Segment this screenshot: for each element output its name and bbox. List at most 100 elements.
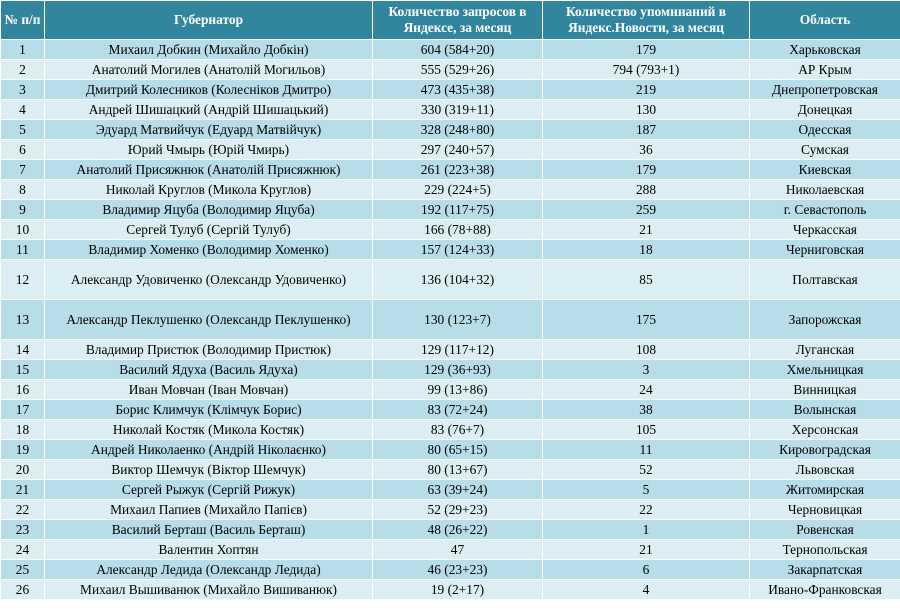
cell-mentions: 175 [542,299,750,340]
cell-num: 12 [0,259,45,300]
header-num: № п/п [0,0,45,40]
cell-num: 15 [0,359,45,380]
cell-num: 17 [0,399,45,420]
cell-num: 16 [0,379,45,400]
cell-queries: 99 (13+86) [372,379,543,400]
cell-mentions: 259 [542,199,750,220]
cell-queries: 83 (76+7) [372,419,543,440]
cell-mentions: 24 [542,379,750,400]
cell-num: 5 [0,119,45,140]
cell-num: 3 [0,79,45,100]
table-row: 16 Иван Мовчан (Іван Мовчан) 99 (13+86) 24 В… [0,379,900,400]
cell-governor: Юрий Чмырь (Юрій Чмирь) [44,139,373,160]
cell-region: Закарпатская [749,559,900,580]
cell-mentions: 36 [542,139,750,160]
cell-queries: 192 (117+75) [372,199,543,220]
cell-num: 11 [0,239,45,260]
cell-queries: 129 (117+12) [372,339,543,360]
cell-num: 13 [0,299,45,340]
cell-mentions: 288 [542,179,750,200]
cell-governor: Александр Пеклушенко (Олександр Пеклушен… [44,299,373,340]
cell-region: Киевская [749,159,900,180]
cell-num: 10 [0,219,45,240]
cell-mentions: 219 [542,79,750,100]
cell-governor: Василий Берташ (Василь Берташ) [44,519,373,540]
cell-num: 20 [0,459,45,480]
table-row: 5 Эдуард Матвийчук (Едуард Матвійчук) 328 … [0,119,900,140]
cell-governor: Владимир Хоменко (Володимир Хоменко) [44,239,373,260]
cell-region: Черкасская [749,219,900,240]
cell-governor: Василий Ядуха (Василь Ядуха) [44,359,373,380]
cell-num: 14 [0,339,45,360]
cell-num: 22 [0,499,45,520]
cell-region: Волынская [749,399,900,420]
cell-mentions: 4 [542,579,750,600]
cell-region: Харьковская [749,39,900,60]
table-row: 7 Анатолий Присяжнюк (Анатолій Присяжнюк)… [0,159,900,180]
cell-region: Хмельницкая [749,359,900,380]
table-row: 20 Виктор Шемчук (Віктор Шемчук) 80 (13+67… [0,459,900,480]
cell-governor: Александр Удовиченко (Олександр Удовичен… [44,259,373,300]
cell-num: 19 [0,439,45,460]
cell-governor: Николай Костяк (Микола Костяк) [44,419,373,440]
table-row: 3 Дмитрий Колесников (Колесніков Дмитро) 4… [0,79,900,100]
cell-queries: 19 (2+17) [372,579,543,600]
header-region: Область [749,0,900,40]
cell-queries: 157 (124+33) [372,239,543,260]
cell-num: 18 [0,419,45,440]
cell-queries: 328 (248+80) [372,119,543,140]
cell-region: Житомирская [749,479,900,500]
table-row: 23 Василий Берташ (Василь Берташ) 48 (26+2… [0,519,900,540]
cell-mentions: 11 [542,439,750,460]
cell-governor: Михаил Папиев (Михайло Папієв) [44,499,373,520]
cell-mentions: 18 [542,239,750,260]
table-row: 10 Сергей Тулуб (Сергій Тулуб) 166 (78+88)… [0,219,900,240]
cell-num: 7 [0,159,45,180]
cell-region: Донецкая [749,99,900,120]
cell-queries: 297 (240+57) [372,139,543,160]
cell-region: Львовская [749,459,900,480]
cell-num: 24 [0,539,45,560]
cell-mentions: 1 [542,519,750,540]
table-row: 26 Михаил Вышиванюк (Михайло Вишиванюк) 19… [0,579,900,600]
cell-region: АР Крым [749,59,900,80]
cell-governor: Андрей Шишацкий (Андрій Шишацький) [44,99,373,120]
cell-queries: 48 (26+22) [372,519,543,540]
cell-mentions: 22 [542,499,750,520]
cell-governor: Иван Мовчан (Іван Мовчан) [44,379,373,400]
cell-queries: 130 (123+7) [372,299,543,340]
cell-num: 9 [0,199,45,220]
cell-governor: Анатолий Присяжнюк (Анатолій Присяжнюк) [44,159,373,180]
cell-region: Ивано-Франковская [749,579,900,600]
table-row: 17 Борис Климчук (Клімчук Борис) 83 (72+24… [0,399,900,420]
cell-region: Одесская [749,119,900,140]
cell-mentions: 21 [542,219,750,240]
table-row: 21 Сергей Рыжук (Сергій Рижук) 63 (39+24) 5… [0,479,900,500]
cell-governor: Андрей Николаенко (Андрій Ніколаєнко) [44,439,373,460]
cell-region: Черниговская [749,239,900,260]
cell-queries: 261 (223+38) [372,159,543,180]
table-row: 12 Александр Удовиченко (Олександр Удович… [0,259,900,300]
cell-governor: Анатолий Могилев (Анатолій Могильов) [44,59,373,80]
cell-mentions: 105 [542,419,750,440]
cell-region: Черновицкая [749,499,900,520]
cell-queries: 52 (29+23) [372,499,543,520]
header-row: № п/п Губернатор Количество запросов в Я… [0,0,900,40]
table-row: 4 Андрей Шишацкий (Андрій Шишацький) 330 (… [0,99,900,120]
cell-governor: Виктор Шемчук (Віктор Шемчук) [44,459,373,480]
cell-governor: Дмитрий Колесников (Колесніков Дмитро) [44,79,373,100]
cell-region: Полтавская [749,259,900,300]
table-row: 6 Юрий Чмырь (Юрій Чмирь) 297 (240+57) 36 Су… [0,139,900,160]
cell-governor: Сергей Тулуб (Сергій Тулуб) [44,219,373,240]
cell-num: 23 [0,519,45,540]
cell-queries: 229 (224+5) [372,179,543,200]
table-row: 1 Михаил Добкин (Михайло Добкін) 604 (584+… [0,39,900,60]
cell-mentions: 179 [542,39,750,60]
cell-governor: Владимир Пристюк (Володимир Пристюк) [44,339,373,360]
cell-governor: Михаил Вышиванюк (Михайло Вишиванюк) [44,579,373,600]
cell-mentions: 130 [542,99,750,120]
cell-region: Кировоградская [749,439,900,460]
cell-region: Тернопольская [749,539,900,560]
table-body: 1 Михаил Добкин (Михайло Добкін) 604 (584+… [0,39,900,600]
cell-region: Ровенская [749,519,900,540]
